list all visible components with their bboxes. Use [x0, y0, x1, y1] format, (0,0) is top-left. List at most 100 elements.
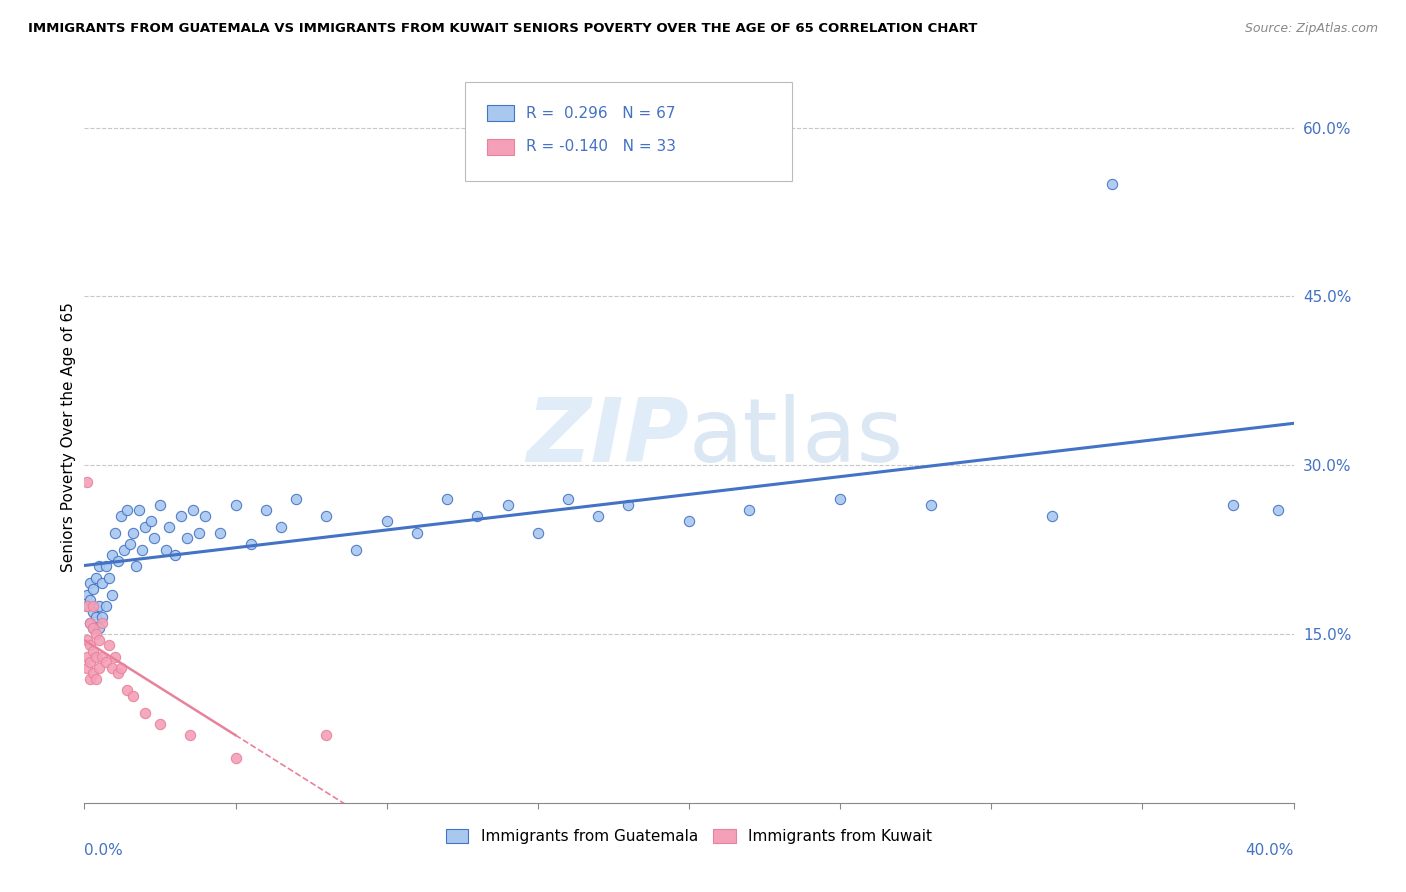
Point — [76, 632, 98, 647]
Point — [157, 520, 180, 534]
Point — [142, 532, 165, 546]
Point — [128, 503, 150, 517]
Point — [89, 632, 111, 647]
Point — [110, 661, 132, 675]
Point — [107, 666, 129, 681]
Point — [86, 672, 108, 686]
Point — [225, 498, 247, 512]
Text: 40.0%: 40.0% — [1246, 843, 1294, 858]
Point — [527, 525, 550, 540]
Point — [115, 683, 138, 698]
Point — [920, 498, 942, 512]
Point — [285, 491, 308, 506]
Point — [239, 537, 262, 551]
Point — [170, 508, 193, 523]
Point — [100, 588, 122, 602]
Point — [131, 542, 153, 557]
Point — [436, 491, 458, 506]
Point — [79, 638, 101, 652]
Point — [86, 610, 108, 624]
Point — [76, 475, 98, 489]
Point — [79, 615, 101, 630]
Point — [79, 593, 101, 607]
Text: 0.0%: 0.0% — [84, 843, 124, 858]
Point — [94, 599, 117, 613]
Point — [91, 576, 114, 591]
Point — [181, 503, 204, 517]
Point — [110, 508, 132, 523]
Point — [89, 661, 111, 675]
Point — [86, 627, 108, 641]
Point — [225, 751, 247, 765]
Point — [104, 525, 127, 540]
Point — [76, 588, 98, 602]
Point — [134, 706, 156, 720]
Point — [79, 655, 101, 669]
Point — [346, 542, 368, 557]
Point — [406, 525, 429, 540]
Point — [76, 661, 98, 675]
Point — [82, 582, 104, 596]
Point — [104, 649, 127, 664]
Point — [176, 532, 198, 546]
Point — [270, 520, 292, 534]
Point — [375, 515, 398, 529]
Point — [194, 508, 217, 523]
Text: R =  0.296   N = 67: R = 0.296 N = 67 — [526, 105, 675, 120]
Text: R = -0.140   N = 33: R = -0.140 N = 33 — [526, 139, 676, 154]
Point — [315, 508, 337, 523]
Bar — [486, 105, 513, 121]
Point — [1267, 503, 1289, 517]
Point — [82, 599, 104, 613]
Point — [830, 491, 852, 506]
Point — [121, 525, 143, 540]
Point — [86, 649, 108, 664]
Point — [97, 571, 120, 585]
Point — [86, 571, 108, 585]
Point — [467, 508, 489, 523]
Legend: Immigrants from Guatemala, Immigrants from Kuwait: Immigrants from Guatemala, Immigrants fr… — [440, 822, 938, 850]
Text: atlas: atlas — [689, 393, 904, 481]
Point — [125, 559, 148, 574]
Point — [121, 689, 143, 703]
Y-axis label: Seniors Poverty Over the Age of 65: Seniors Poverty Over the Age of 65 — [60, 302, 76, 572]
Point — [1222, 498, 1244, 512]
Point — [79, 576, 101, 591]
Point — [738, 503, 761, 517]
FancyBboxPatch shape — [465, 82, 792, 181]
Point — [149, 498, 172, 512]
Point — [89, 559, 111, 574]
Text: IMMIGRANTS FROM GUATEMALA VS IMMIGRANTS FROM KUWAIT SENIORS POVERTY OVER THE AGE: IMMIGRANTS FROM GUATEMALA VS IMMIGRANTS … — [28, 22, 977, 36]
Point — [678, 515, 700, 529]
Point — [100, 661, 122, 675]
Point — [91, 649, 114, 664]
Point — [496, 498, 519, 512]
Point — [139, 515, 162, 529]
Point — [557, 491, 579, 506]
Point — [94, 655, 117, 669]
Point — [82, 621, 104, 635]
Point — [91, 615, 114, 630]
Point — [79, 672, 101, 686]
Point — [91, 610, 114, 624]
Point — [76, 649, 98, 664]
Point — [82, 666, 104, 681]
Point — [209, 525, 232, 540]
Point — [82, 644, 104, 658]
Point — [617, 498, 640, 512]
Point — [94, 559, 117, 574]
Point — [118, 537, 141, 551]
Point — [254, 503, 277, 517]
Point — [100, 548, 122, 562]
Point — [179, 728, 201, 742]
Point — [115, 503, 138, 517]
Point — [165, 548, 187, 562]
Point — [82, 605, 104, 619]
Point — [1040, 508, 1063, 523]
Point — [97, 638, 120, 652]
Point — [588, 508, 610, 523]
Point — [315, 728, 337, 742]
Point — [76, 599, 98, 613]
Point — [149, 717, 172, 731]
Point — [79, 615, 101, 630]
